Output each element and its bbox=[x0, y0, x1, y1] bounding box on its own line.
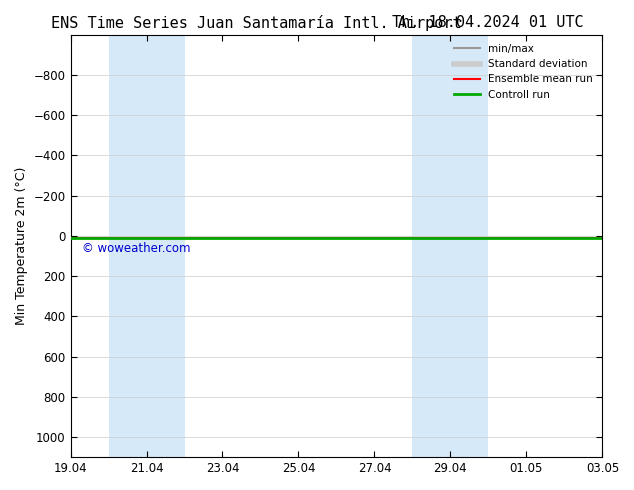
Bar bbox=[108, 35, 184, 457]
Bar bbox=[413, 35, 488, 457]
Legend: min/max, Standard deviation, Ensemble mean run, Controll run: min/max, Standard deviation, Ensemble me… bbox=[450, 40, 597, 104]
Text: © woweather.com: © woweather.com bbox=[82, 242, 190, 255]
Text: ENS Time Series Juan Santamaría Intl. Airport: ENS Time Series Juan Santamaría Intl. Ai… bbox=[51, 15, 462, 31]
Y-axis label: Min Temperature 2m (°C): Min Temperature 2m (°C) bbox=[15, 167, 28, 325]
Text: Th. 18.04.2024 01 UTC: Th. 18.04.2024 01 UTC bbox=[392, 15, 583, 30]
